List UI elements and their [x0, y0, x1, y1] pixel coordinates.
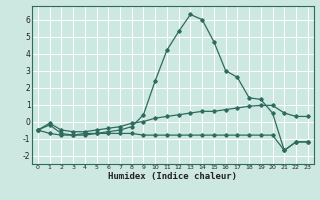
- X-axis label: Humidex (Indice chaleur): Humidex (Indice chaleur): [108, 172, 237, 181]
